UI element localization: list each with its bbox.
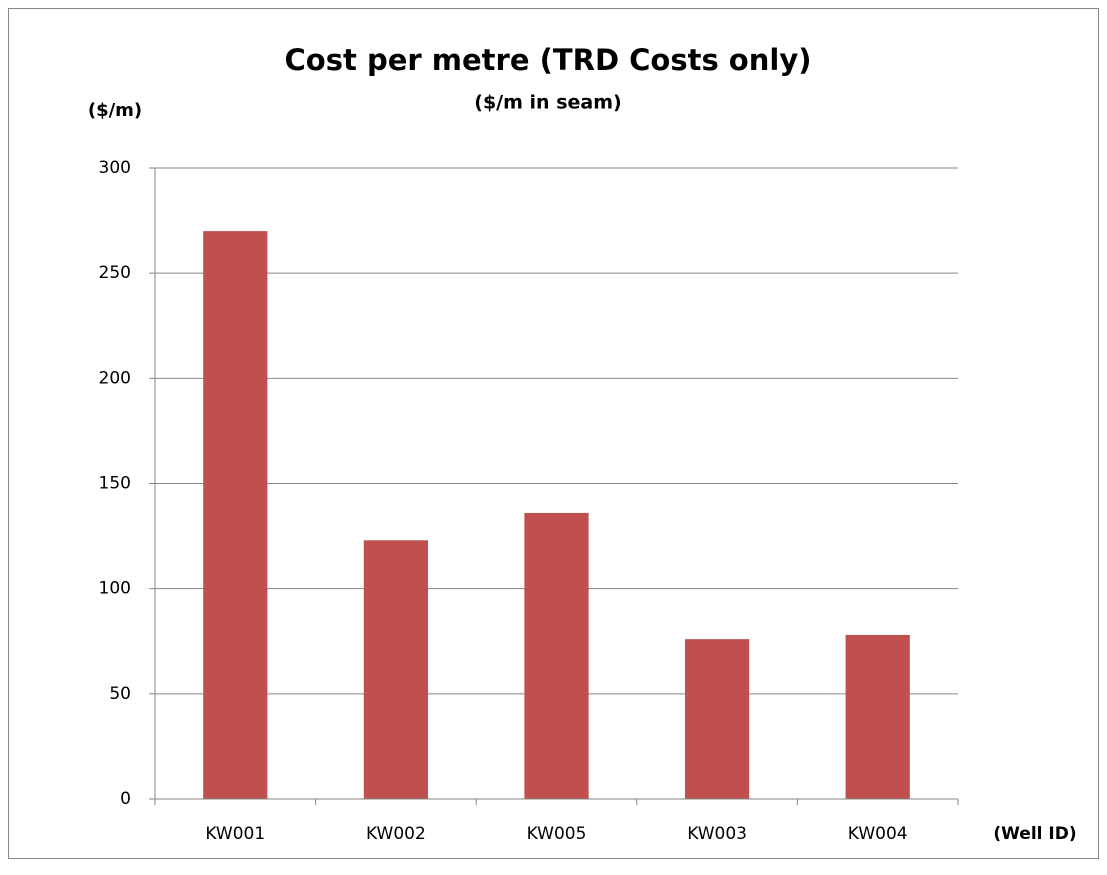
bar (203, 231, 268, 800)
y-tick-label: 300 (99, 158, 131, 178)
y-tick-label: 250 (99, 263, 131, 283)
y-tick-label: 100 (99, 579, 131, 599)
x-tick-label: KW005 (527, 824, 587, 844)
y-axis-label: ($/m) (88, 100, 142, 121)
x-axis-label: (Well ID) (993, 824, 1076, 844)
y-tick-label: 50 (109, 684, 131, 704)
chart-title: Cost per metre (TRD Costs only) (285, 43, 812, 77)
y-tick-label: 0 (120, 789, 131, 809)
bar (845, 634, 910, 799)
x-tick-label: KW002 (366, 824, 426, 844)
bar (524, 512, 589, 799)
x-tick-label: KW001 (205, 824, 265, 844)
chart-subtitle: ($/m in seam) (474, 92, 621, 114)
y-tick-label: 150 (99, 474, 131, 494)
bar (684, 639, 750, 799)
x-tick-label: KW004 (848, 824, 908, 844)
bar (363, 540, 429, 799)
y-tick-label: 200 (99, 368, 131, 388)
x-tick-label: KW003 (687, 824, 747, 844)
